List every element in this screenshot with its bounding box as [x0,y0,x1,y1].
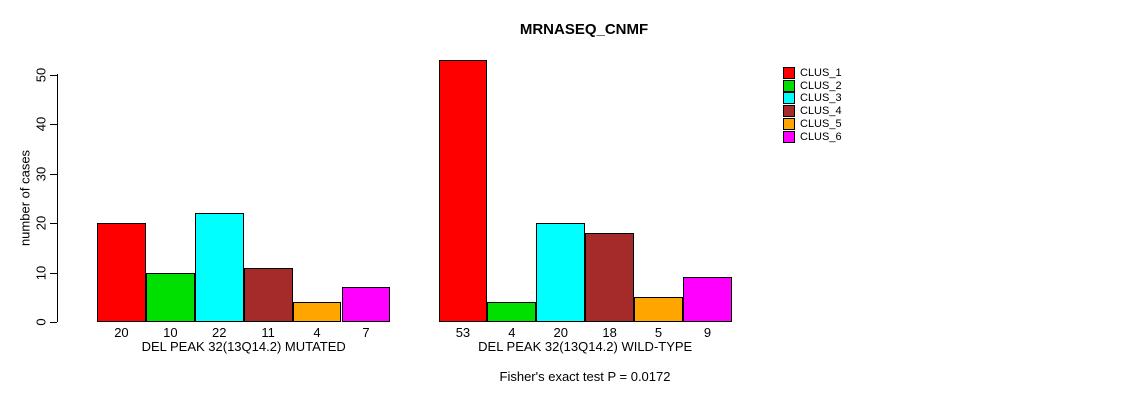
bar-clus_2-group1 [145,272,195,322]
group-label: DEL PEAK 32(13Q14.2) WILD-TYPE [478,339,693,354]
y-tick [50,74,57,76]
y-tick-label: 0 [33,318,49,326]
y-tick-label: 40 [33,116,49,132]
legend-label: CLUS_6 [800,130,842,143]
y-tick [50,173,57,175]
bar-value-label: 5 [654,325,663,340]
legend-swatch-icon [783,117,795,130]
y-tick-label: 10 [33,265,49,280]
y-axis-label: number of cases [17,149,33,247]
y-axis [57,74,58,322]
group-label: DEL PEAK 32(13Q14.2) MUTATED [141,339,346,354]
bar-clus_6-group2 [683,277,732,322]
chart-title: MRNASEQ_CNMF [519,21,649,38]
bar-value-label: 20 [114,325,129,340]
bar-clus_3-group2 [536,223,586,322]
bar-clus_5-group2 [634,297,683,322]
bar-value-label: 11 [261,325,275,340]
y-tick [50,272,57,274]
bar-clus_3-group1 [194,213,244,322]
bar-clus_1-group2 [438,59,488,322]
legend-label: CLUS_2 [800,79,842,92]
legend-swatch-icon [783,79,795,92]
y-tick-label: 30 [33,166,49,181]
legend-swatch-icon [783,92,795,105]
bar-value-label: 20 [553,325,568,340]
legend-label: CLUS_1 [800,67,842,79]
bar-clus_4-group2 [585,232,635,322]
legend-label: CLUS_3 [800,92,842,105]
bar-value-label: 7 [362,325,370,340]
bar-value-label: 4 [508,325,516,340]
bar-clus_5-group1 [292,302,342,322]
legend-label: CLUS_5 [800,117,842,130]
y-tick-label: 20 [33,215,49,231]
legend-label: CLUS_4 [800,105,842,118]
y-tick [50,124,57,125]
y-tick-label: 50 [33,67,49,82]
y-tick [50,322,57,323]
bar-value-label: 22 [212,325,227,340]
fisher-test-annotation: Fisher's exact test P = 0.0172 [499,369,671,384]
bar-value-label: 10 [163,325,178,340]
legend-swatch-icon [783,105,795,118]
bar-value-label: 53 [455,325,471,340]
bar-value-label: 9 [703,325,712,340]
bar-clus_4-group1 [243,267,293,322]
legend-swatch-icon [783,67,795,79]
legend-swatch-icon [783,130,795,143]
y-tick [50,223,57,224]
bar-value-label: 4 [313,325,321,340]
bar-clus_6-group1 [341,287,391,322]
bar-clus_2-group2 [487,302,537,322]
bar-value-label: 18 [602,325,617,340]
bar-clus_1-group1 [97,223,146,322]
